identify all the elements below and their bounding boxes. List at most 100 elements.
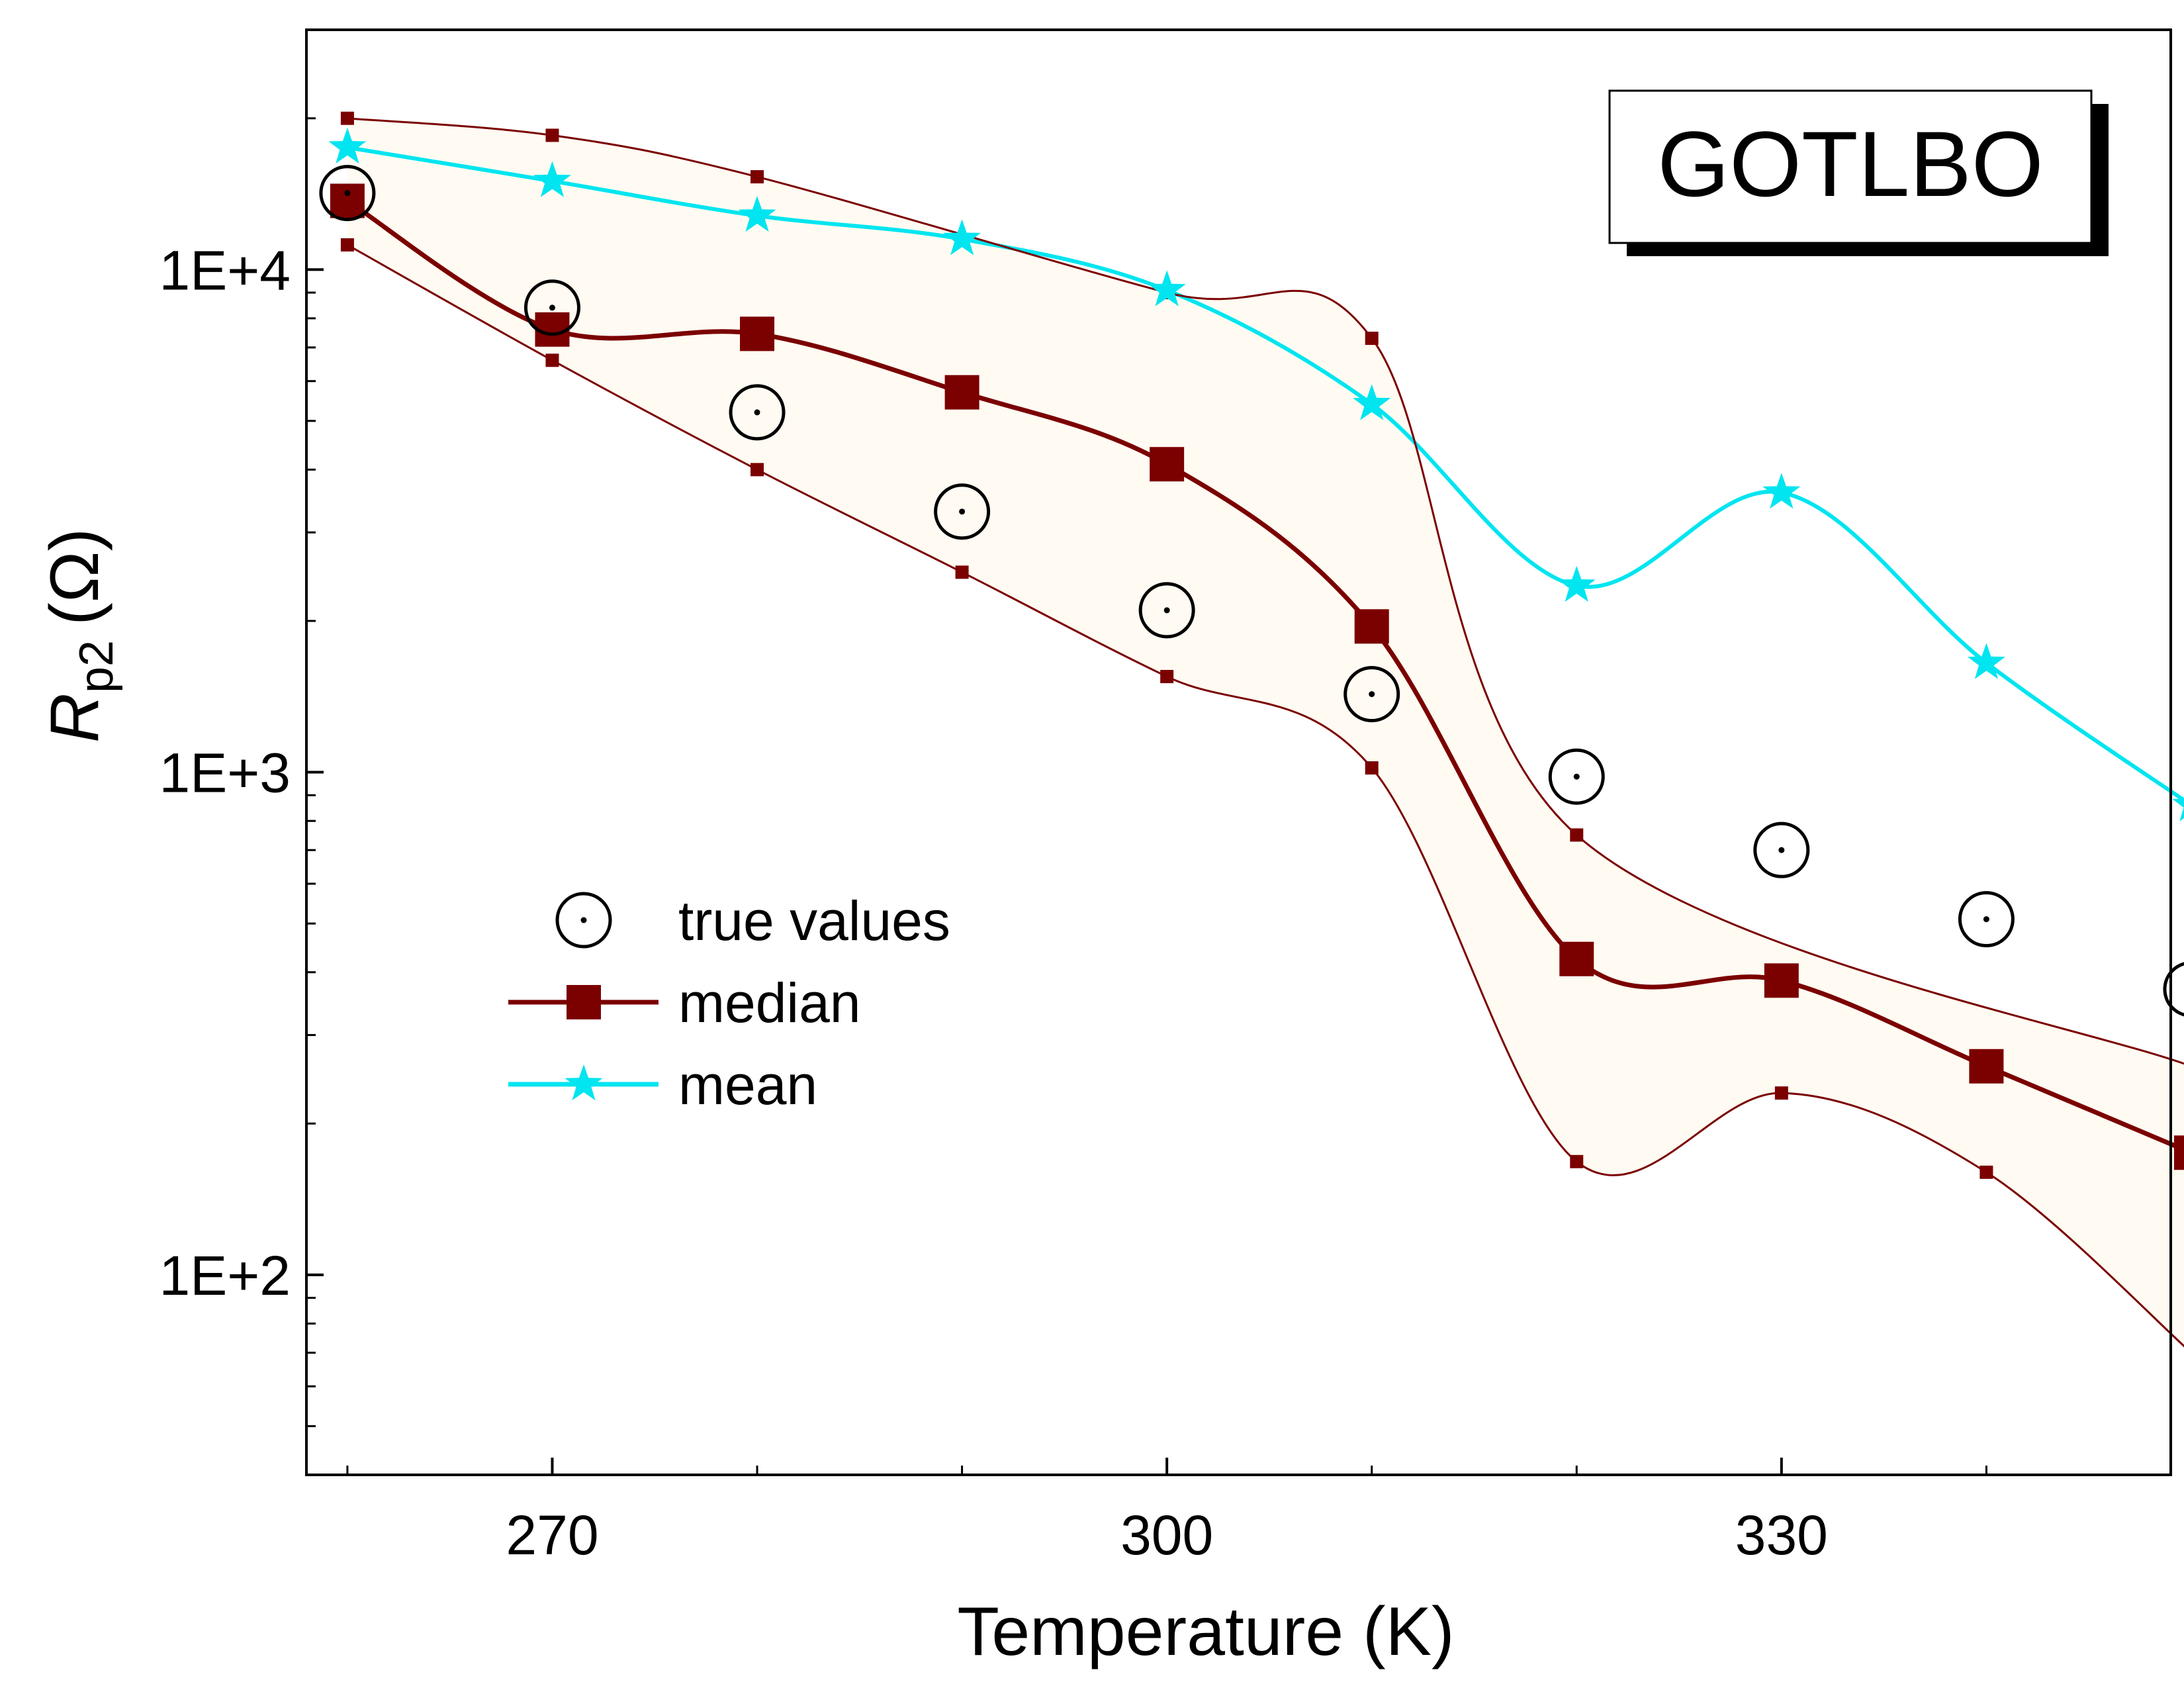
point-ring	[1343, 666, 1400, 723]
point-ring	[1753, 821, 1810, 878]
y-axis-label: Rp2 (Ω)	[36, 528, 123, 743]
mean-point	[943, 219, 981, 256]
median-point	[535, 312, 570, 347]
band-lower-point	[1365, 761, 1379, 775]
legend-item: mean	[508, 1054, 817, 1116]
band-upper-point	[1570, 828, 1584, 842]
band-lower-point	[1979, 1165, 1993, 1179]
point-ring	[1138, 582, 1195, 639]
legend-label: median	[678, 972, 861, 1034]
point-center	[580, 917, 587, 923]
y-tick-label: 1E+3	[159, 742, 291, 804]
x-axis-label: Temperature (K)	[957, 1593, 1454, 1670]
x-tick-label: 330	[1735, 1504, 1828, 1566]
x-tick-label: 270	[506, 1504, 598, 1566]
axis-ticks: 270 300 330 1E+2 1E+3 1E+4	[159, 117, 1987, 1566]
series-lines	[346, 117, 2184, 1348]
band-lower-point	[545, 353, 559, 367]
legend-item: median	[508, 972, 861, 1034]
mean-point	[328, 127, 367, 164]
legend-marker	[565, 1064, 603, 1101]
median-point	[2173, 1135, 2184, 1170]
point-ring	[555, 892, 612, 949]
true-values-point	[523, 279, 580, 336]
uncertainty-band	[347, 118, 2184, 1346]
point-center	[754, 409, 760, 416]
true-values-point	[1138, 582, 1195, 639]
true-values-point	[2163, 962, 2184, 1017]
legend: true values median mean	[508, 890, 950, 1116]
point-center	[1573, 773, 1580, 780]
point-center	[1983, 916, 1989, 923]
mean-point	[1557, 565, 1596, 602]
point-ring	[1958, 891, 2015, 948]
mean-line	[347, 145, 2184, 803]
band-lower-line	[347, 244, 2184, 1348]
true-values-point	[934, 483, 991, 540]
band-upper-point	[1365, 332, 1379, 346]
band-upper-point	[340, 111, 354, 125]
band-upper-point	[751, 170, 764, 184]
x-tick-label: 300	[1120, 1504, 1213, 1566]
point-ring	[1548, 748, 1605, 805]
point-center	[959, 508, 966, 515]
true-values-point	[1548, 748, 1605, 805]
median-point	[1559, 941, 1594, 976]
band-lower-point	[1774, 1086, 1788, 1100]
mean-point	[1148, 270, 1186, 306]
legend-marker	[555, 892, 612, 949]
point-center	[1778, 847, 1785, 853]
band-upper-line	[347, 117, 2184, 1065]
band-upper-point	[545, 128, 559, 142]
legend-item: true values	[555, 890, 950, 952]
point-center	[1163, 607, 1170, 614]
y-axis-label-unit: (Ω)	[36, 528, 113, 626]
point-center	[344, 190, 351, 197]
chart-title: GOTLBO	[1657, 112, 2043, 216]
mean-point	[1353, 384, 1391, 420]
y-tick-label: 1E+4	[159, 239, 291, 301]
point-ring	[934, 483, 991, 540]
mean-point	[738, 195, 776, 232]
title-box-frame	[1608, 89, 2093, 244]
median-line	[346, 199, 2184, 1152]
median-point	[944, 375, 979, 410]
median-point	[1969, 1049, 2004, 1084]
true-values-point	[1343, 666, 1400, 723]
band-lower-point	[340, 238, 354, 252]
series-markers	[319, 111, 2184, 1179]
true-values-point	[1958, 891, 2015, 948]
title-box: GOTLBO	[1608, 89, 2109, 256]
median-point	[1150, 447, 1185, 482]
median-point	[1764, 963, 1799, 998]
plot-frame	[305, 28, 2172, 1476]
band-lower-point	[955, 565, 969, 579]
median-point	[330, 183, 365, 218]
y-axis-label-subscript: p2	[70, 640, 123, 693]
mean-point	[1762, 473, 1801, 509]
legend-label: true values	[678, 890, 950, 952]
point-ring	[319, 165, 376, 222]
point-center	[1369, 691, 1375, 698]
true-values-point	[729, 384, 786, 441]
band-lower-point	[751, 463, 764, 477]
y-tick-label: 1E+2	[159, 1244, 291, 1307]
y-axis-label-main: R	[36, 693, 113, 743]
point-ring	[2163, 962, 2184, 1017]
median-point	[740, 316, 775, 352]
band-fill	[347, 118, 2184, 1346]
mean-point	[2172, 798, 2184, 821]
band-lower-point	[1570, 1154, 1584, 1168]
mean-point	[533, 161, 571, 197]
median-point	[1354, 609, 1389, 644]
true-values-point	[1753, 821, 1810, 878]
point-ring	[729, 384, 786, 441]
point-ring	[523, 279, 580, 336]
legend-marker	[567, 985, 601, 1019]
band-lower-point	[1160, 670, 1174, 684]
true-values-point	[319, 165, 376, 222]
point-center	[549, 305, 555, 311]
legend-label: mean	[678, 1054, 817, 1116]
mean-point	[1967, 643, 2005, 679]
